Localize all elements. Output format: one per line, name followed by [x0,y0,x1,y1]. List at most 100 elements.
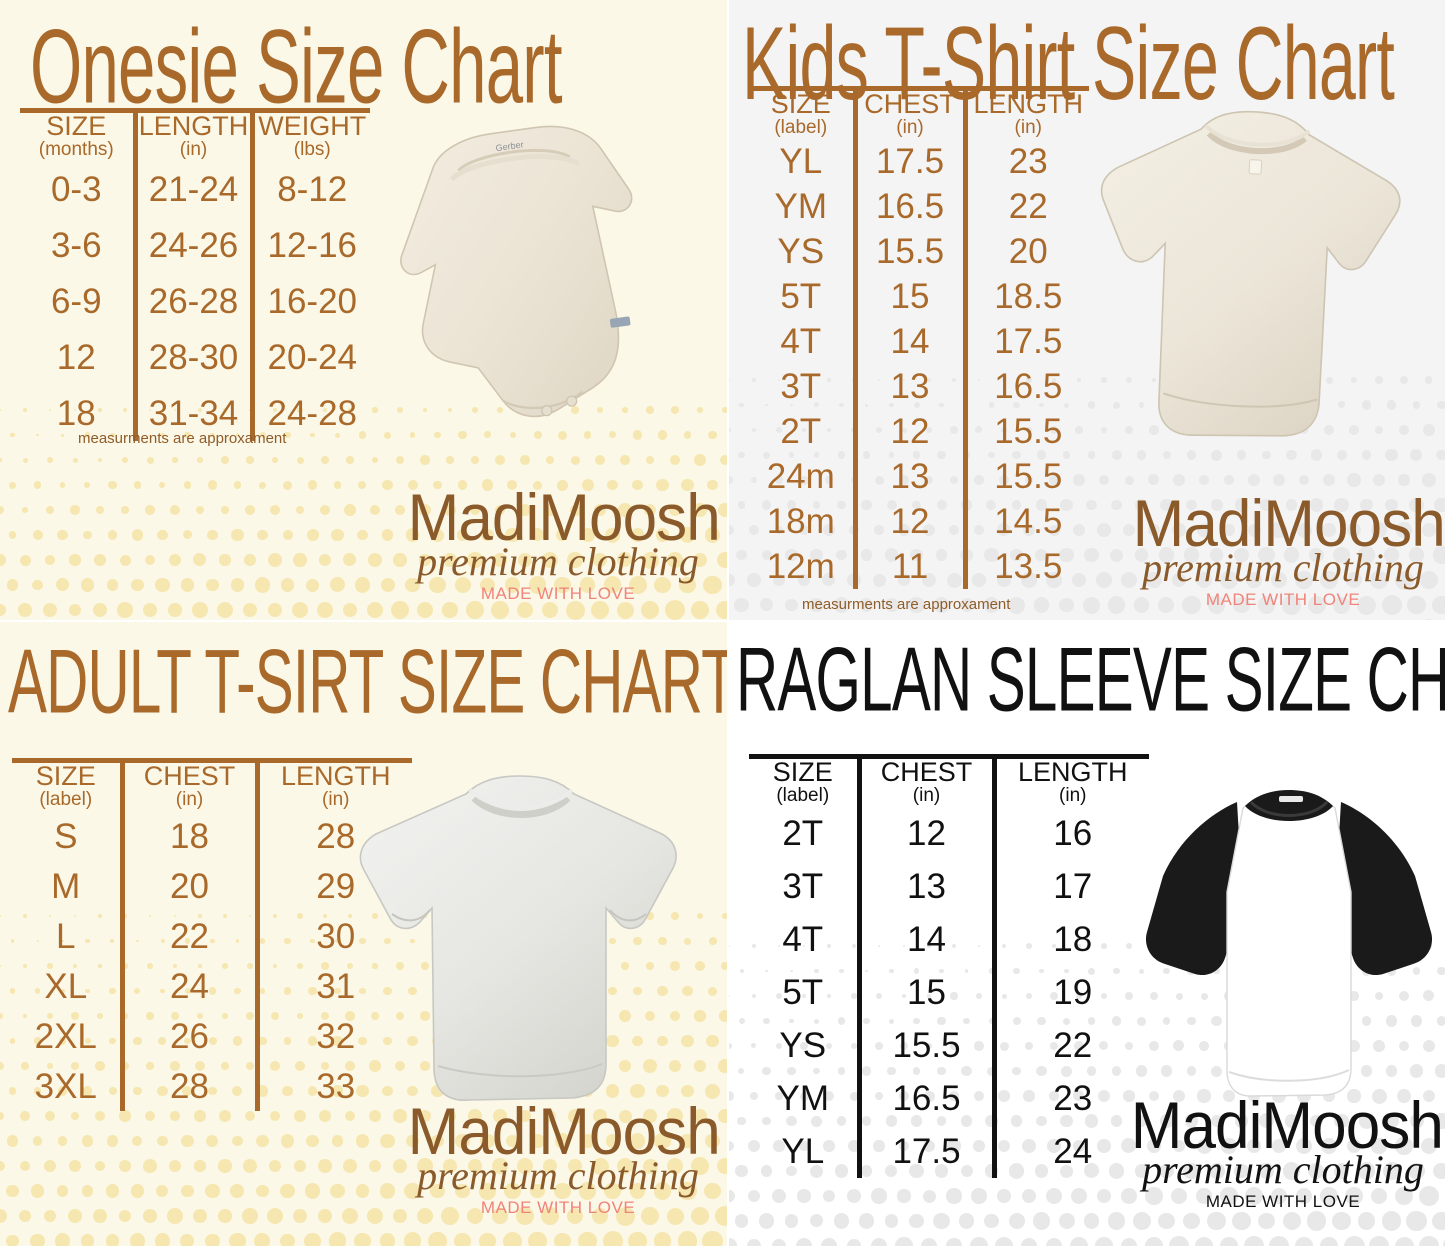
cell-chest-or-length: 24-26 [132,217,252,273]
cell-chest-or-length: 16.5 [852,184,965,229]
baby-onesie-photo: Gerber [378,112,678,442]
col-length: LENGTH (in) [991,754,1149,807]
vertical-divider [727,0,729,1246]
cell-chest-or-length: 28 [119,1061,257,1111]
table-row: YL 17.5 23 [749,139,1089,184]
table-row: 4T 14 18 [749,913,1149,966]
cell-length-or-weight: 16.5 [962,364,1089,409]
brand-tagline: premium clothing [417,1152,699,1198]
cell-chest-or-length: 26-28 [132,273,252,329]
cell-size: 12m [766,547,835,586]
cell-length-or-weight: 23 [991,1072,1149,1125]
brand-slogan: MADE WITH LOVE [1205,589,1361,609]
col-size: SIZE (label) [749,754,859,807]
table-adult: SIZE (label) CHEST (in) LENGTH (in) S 18 2… [12,758,412,1111]
brand-tagline: premium clothing [1142,544,1424,590]
table-row: 18 31-34 24-28 [20,385,370,441]
cell-size: 5T [782,973,824,1012]
table-row: 2XL 26 32 [12,1011,412,1061]
cell-chest-or-length: 21-24 [132,161,252,217]
cell-chest-or-length: 15.5 [852,229,965,274]
cell-size: 3-6 [50,225,102,265]
cell-chest-or-length: 12 [852,499,965,544]
table-row: 12 28-30 20-24 [20,329,370,385]
table-header-row: SIZE (label) CHEST (in) LENGTH (in) [749,86,1089,139]
cell-chest-or-length: 26 [119,1011,257,1061]
col-length: LENGTH (in) [962,86,1089,139]
cell-size: 6-9 [50,281,102,321]
cell-size: S [54,816,78,856]
table-body-adult: S 18 28 M 20 29 L 22 30 XL 24 31 2XL 26 32 3XL 28 33 [12,811,412,1111]
panel-onesie-size-chart: Onesie Size Chart SIZE (months) LENGTH (… [0,0,727,620]
table-row: 0-3 21-24 8-12 [20,161,370,217]
table-row: L 22 30 [12,911,412,961]
cell-size: 18m [766,502,835,541]
cell-length-or-weight: 23 [962,139,1089,184]
kids-tshirt-photo [1073,98,1433,478]
cell-size: 0-3 [50,169,102,209]
table-header-adult: SIZE (label) CHEST (in) LENGTH (in) [12,758,412,811]
cell-size: 2XL [34,1016,97,1056]
table-header-row: SIZE (label) CHEST (in) LENGTH (in) [749,754,1149,807]
table-header-onesie: SIZE (months) LENGTH (in) WEIGHT (lbs) [20,108,370,161]
table-kids: SIZE (label) CHEST (in) LENGTH (in) YL 17… [749,86,1089,589]
cell-length-or-weight: 14.5 [962,499,1089,544]
cell-size: YS [779,1026,827,1065]
cell-size: 12 [56,337,96,377]
cell-length-or-weight: 17 [991,860,1149,913]
cell-length-or-weight: 24 [991,1125,1149,1178]
cell-chest-or-length: 17.5 [856,1125,994,1178]
cell-length-or-weight: 15.5 [962,454,1089,499]
cell-size: 5T [780,277,822,316]
svg-text:Gerber: Gerber [495,139,524,153]
cell-chest-or-length: 22 [119,911,257,961]
cell-chest-or-length: 15 [856,966,994,1019]
table-row: 4T 14 17.5 [749,319,1089,364]
cell-length-or-weight: 30 [254,911,412,961]
cell-length-or-weight: 20 [962,229,1089,274]
cell-size: YS [777,232,825,271]
col-size: SIZE (label) [749,86,855,139]
raglan-sleeve-photo [1139,780,1434,1100]
brand-name: MadiMoosh [1132,486,1445,560]
cell-chest-or-length: 12 [856,807,994,860]
cell-chest-or-length: 15.5 [856,1019,994,1072]
cell-length-or-weight: 32 [254,1011,412,1061]
cell-length-or-weight: 22 [991,1019,1149,1072]
table-row: 3T 13 16.5 [749,364,1089,409]
cell-chest-or-length: 17.5 [852,139,965,184]
table-row: 5T 15 18.5 [749,274,1089,319]
cell-length-or-weight: 20-24 [249,329,370,385]
cell-size: 2T [780,412,822,451]
cell-length-or-weight: 18 [991,913,1149,966]
cell-size: 2T [782,814,824,853]
panel-title-adult: ADULT T-SIRT SIZE CHART [8,631,727,733]
cell-length-or-weight: 18.5 [962,274,1089,319]
table-header-raglan: SIZE (label) CHEST (in) LENGTH (in) [749,754,1149,807]
table-row: YS 15.5 22 [749,1019,1149,1072]
table-row: 3-6 24-26 12-16 [20,217,370,273]
cell-length-or-weight: 15.5 [962,409,1089,454]
cell-chest-or-length: 18 [119,811,257,861]
cell-size: YL [779,142,823,181]
table-row: 12m 11 13.5 [749,544,1089,589]
cell-size: M [51,866,81,906]
cell-size: YM [774,187,828,226]
cell-chest-or-length: 13 [852,454,965,499]
brand-logo-raglan: MadiMoosh premium clothing MADE WITH LOV… [1121,1092,1445,1211]
panel-adult-tshirt-size-chart: ADULT T-SIRT SIZE CHART SIZE (label) CHE… [0,622,727,1246]
cell-size: 3T [782,867,824,906]
col-weight: WEIGHT (lbs) [249,108,370,161]
cell-size: 4T [782,920,824,959]
col-length: LENGTH (in) [254,758,412,811]
cell-chest-or-length: 16.5 [856,1072,994,1125]
cell-length-or-weight: 19 [991,966,1149,1019]
cell-size: YL [781,1132,825,1171]
adult-tshirt-photo [330,772,700,1112]
table-row: 3T 13 17 [749,860,1149,913]
cell-size: L [56,916,76,956]
cell-length-or-weight: 33 [254,1061,412,1111]
cell-length-or-weight: 13.5 [962,544,1089,589]
table-row: YM 16.5 22 [749,184,1089,229]
brand-tagline: premium clothing [1142,1146,1424,1192]
